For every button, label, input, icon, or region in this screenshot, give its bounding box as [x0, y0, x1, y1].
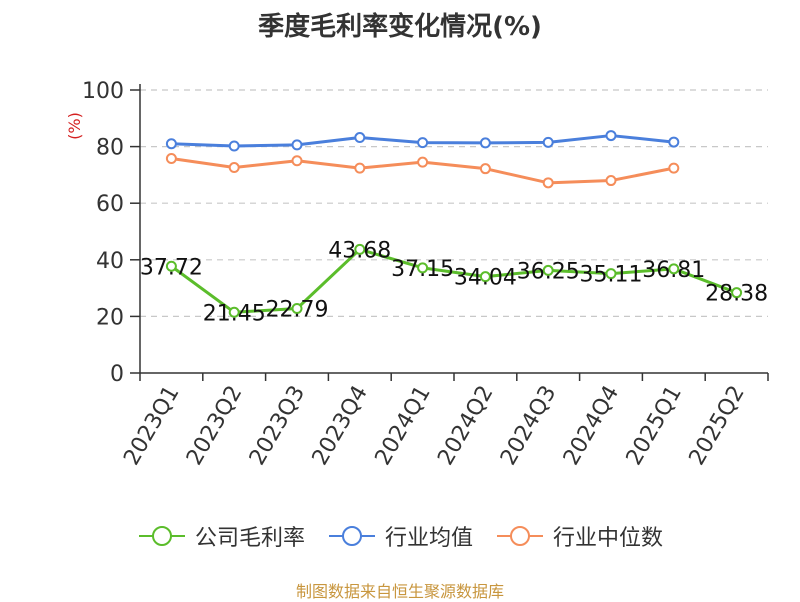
legend-swatch — [328, 526, 375, 546]
data-label: 43.68 — [328, 238, 391, 263]
series-layer — [165, 130, 743, 318]
data-point — [165, 260, 177, 272]
chart-title: 季度毛利率变化情况(%) — [258, 12, 542, 42]
data-point — [542, 264, 554, 276]
x-tick-label: 2023Q4 — [308, 382, 373, 470]
legend-item: 行业均值 — [327, 520, 473, 552]
data-point — [668, 136, 680, 148]
data-point — [479, 137, 491, 149]
data-label: 28.38 — [705, 282, 768, 307]
legend-label: 行业中位数 — [553, 526, 664, 551]
data-point — [291, 155, 303, 167]
y-tick-label: 20 — [96, 305, 124, 330]
legend: 公司毛利率 行业均值 行业中位数 — [0, 520, 800, 552]
x-tick-label: 2025Q2 — [684, 382, 749, 470]
data-point — [354, 243, 366, 255]
x-tick-label: 2024Q4 — [559, 382, 624, 470]
y-axis-label: (%) — [65, 112, 84, 140]
y-tick-label: 0 — [110, 362, 124, 387]
data-label: 36.25 — [517, 259, 580, 284]
data-point — [417, 156, 429, 168]
data-point — [731, 287, 743, 299]
data-point — [417, 262, 429, 274]
data-label: 37.15 — [391, 257, 454, 282]
data-label: 36.81 — [642, 258, 705, 283]
data-point — [228, 140, 240, 152]
legend-item: 行业中位数 — [495, 520, 663, 552]
y-tick-label: 80 — [96, 136, 124, 161]
data-point — [668, 162, 680, 174]
legend-label: 行业均值 — [384, 526, 473, 551]
data-point — [668, 263, 680, 275]
data-point — [605, 130, 617, 142]
legend-swatch — [497, 526, 543, 546]
x-tick-label: 2024Q2 — [433, 382, 498, 470]
legend-swatch — [138, 526, 185, 546]
legend-swatch-marker — [341, 526, 362, 546]
data-point — [354, 132, 366, 144]
legend-label: 公司毛利率 — [194, 526, 305, 551]
legend-swatch-marker — [510, 526, 530, 546]
y-tick-label: 100 — [82, 79, 124, 104]
x-tick-label: 2024Q3 — [496, 382, 561, 470]
data-label: 37.72 — [140, 255, 203, 280]
data-point — [165, 138, 177, 150]
data-label: 21.45 — [203, 301, 266, 326]
data-point — [228, 162, 240, 174]
x-tick-label: 2024Q1 — [370, 382, 435, 470]
data-point — [354, 162, 366, 174]
source-note: 制图数据来自恒生聚源数据库 — [295, 582, 504, 601]
x-tick-label: 2025Q1 — [622, 382, 687, 470]
data-label: 35.11 — [580, 263, 643, 288]
data-point — [228, 306, 240, 318]
data-point — [291, 139, 303, 151]
y-tick-label: 40 — [96, 249, 124, 274]
x-tick-label: 2023Q2 — [182, 382, 247, 470]
data-point — [605, 175, 617, 187]
data-point — [542, 136, 554, 148]
data-point — [542, 177, 554, 189]
data-point — [479, 271, 491, 283]
data-label: 22.79 — [266, 298, 329, 323]
y-tick-label: 60 — [96, 192, 124, 217]
x-tick-label: 2023Q3 — [245, 382, 310, 470]
legend-swatch-marker — [151, 526, 172, 546]
legend-item: 公司毛利率 — [137, 520, 305, 552]
data-point — [165, 152, 177, 164]
x-tick-label: 2023Q1 — [119, 382, 184, 470]
series-line — [170, 247, 738, 314]
data-label: 34.04 — [454, 266, 517, 291]
data-point — [605, 268, 617, 280]
data-point — [479, 163, 491, 175]
data-point — [417, 137, 429, 149]
data-point — [291, 303, 303, 315]
